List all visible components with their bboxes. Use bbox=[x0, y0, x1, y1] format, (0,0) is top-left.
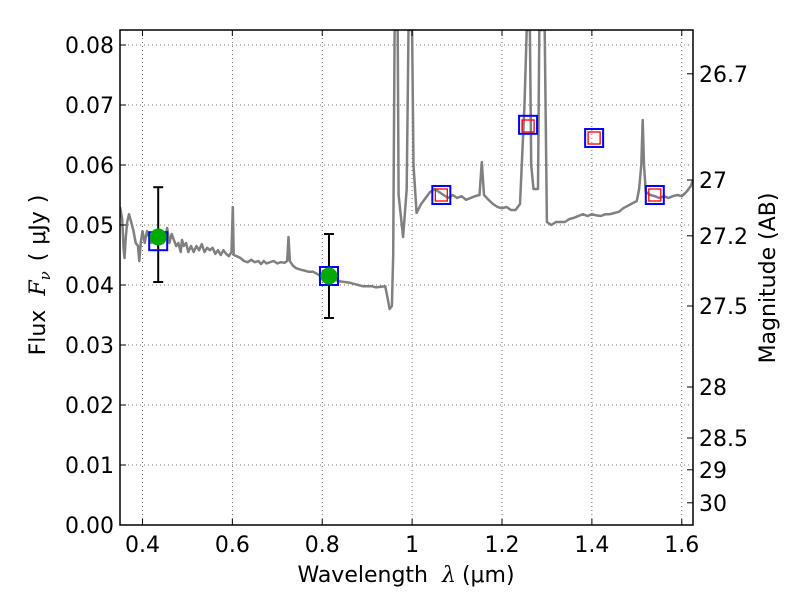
x-tick-label: 0.4 bbox=[125, 533, 160, 558]
observed-point bbox=[521, 119, 535, 133]
spectrum-line bbox=[120, 30, 693, 311]
tick-layer: 0.4 0.6 0.8 1 1.2 1.4 1.6 0.00 0.01 0.02 0.03 0.04 0… bbox=[65, 30, 748, 558]
y-tick-label: 0.02 bbox=[65, 394, 114, 419]
observed-point bbox=[434, 188, 448, 202]
y-tick-label: 0.03 bbox=[65, 334, 114, 359]
x-tick-label: 1.2 bbox=[485, 533, 520, 558]
model-point bbox=[644, 185, 665, 205]
x-axis-label: Wavelength λ (μm) bbox=[297, 563, 514, 588]
mag-tick-label: 29 bbox=[699, 459, 727, 484]
mag-tick-label: 27.2 bbox=[699, 225, 748, 250]
model-point bbox=[518, 114, 539, 135]
detection-point bbox=[149, 228, 167, 246]
model-point bbox=[584, 128, 605, 148]
x-tick-label: 1.4 bbox=[574, 533, 609, 558]
detection-point bbox=[320, 267, 338, 285]
series-layer bbox=[120, 30, 693, 311]
y-axis-label: FluxFν(μJy) bbox=[26, 195, 54, 356]
mag-tick-label: 26.7 bbox=[699, 63, 748, 88]
y-tick-label: 0.07 bbox=[65, 94, 114, 119]
mag-tick-label: 28.5 bbox=[699, 427, 748, 452]
right-axis-label: Magnitude (AB) bbox=[756, 193, 781, 364]
mag-tick-label: 27 bbox=[699, 169, 727, 194]
model-point bbox=[431, 185, 452, 205]
marker-layer bbox=[148, 114, 665, 319]
x-tick-label: 0.8 bbox=[305, 533, 340, 558]
x-tick-label: 0.6 bbox=[215, 533, 250, 558]
y-tick-label: 0.01 bbox=[65, 454, 114, 479]
mag-tick-label: 28 bbox=[699, 376, 727, 401]
model-point bbox=[318, 266, 339, 286]
y-tick-label: 0.05 bbox=[65, 214, 114, 239]
y-tick-label: 0.04 bbox=[65, 274, 114, 299]
mag-tick-label: 30 bbox=[699, 492, 727, 517]
x-tick-label: 1 bbox=[405, 533, 419, 558]
y-tick-label: 0.00 bbox=[65, 514, 114, 539]
observed-point bbox=[587, 131, 601, 145]
y-tick-label: 0.08 bbox=[65, 34, 114, 59]
grid bbox=[120, 30, 693, 526]
observed-point bbox=[648, 188, 662, 202]
x-tick-label: 1.6 bbox=[664, 533, 699, 558]
plot-frame bbox=[119, 29, 694, 526]
mag-tick-label: 27.5 bbox=[699, 295, 748, 320]
y-tick-label: 0.06 bbox=[65, 154, 114, 179]
